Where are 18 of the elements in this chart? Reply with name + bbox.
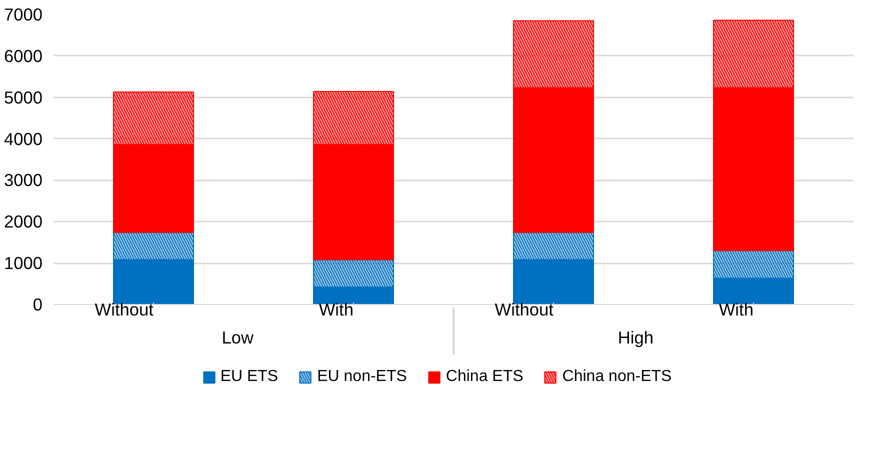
legend-label: China ETS — [446, 368, 524, 386]
legend-label: EU ETS — [220, 368, 278, 386]
text: High — [618, 328, 654, 348]
y-tick-label: 2000 — [4, 212, 43, 232]
text: Low — [222, 328, 254, 348]
legend-label: EU non-ETS — [317, 368, 407, 386]
y-tick-label: 7000 — [4, 4, 43, 24]
y-tick-label: 5000 — [4, 87, 43, 108]
y-tick-label: 1000 — [4, 253, 43, 274]
y-tick-label: 4000 — [4, 128, 43, 149]
x-tick-label: Without — [494, 300, 554, 320]
x-tick-label: Without — [94, 300, 154, 320]
x-tick-label: With — [318, 300, 354, 320]
y-tick-label: 0 — [32, 294, 43, 314]
y-tick-label: 6000 — [4, 46, 43, 66]
y-tick-label: 3000 — [4, 170, 43, 190]
legend-label: China non-ETS — [562, 368, 672, 386]
x-tick-label: With — [718, 300, 754, 320]
